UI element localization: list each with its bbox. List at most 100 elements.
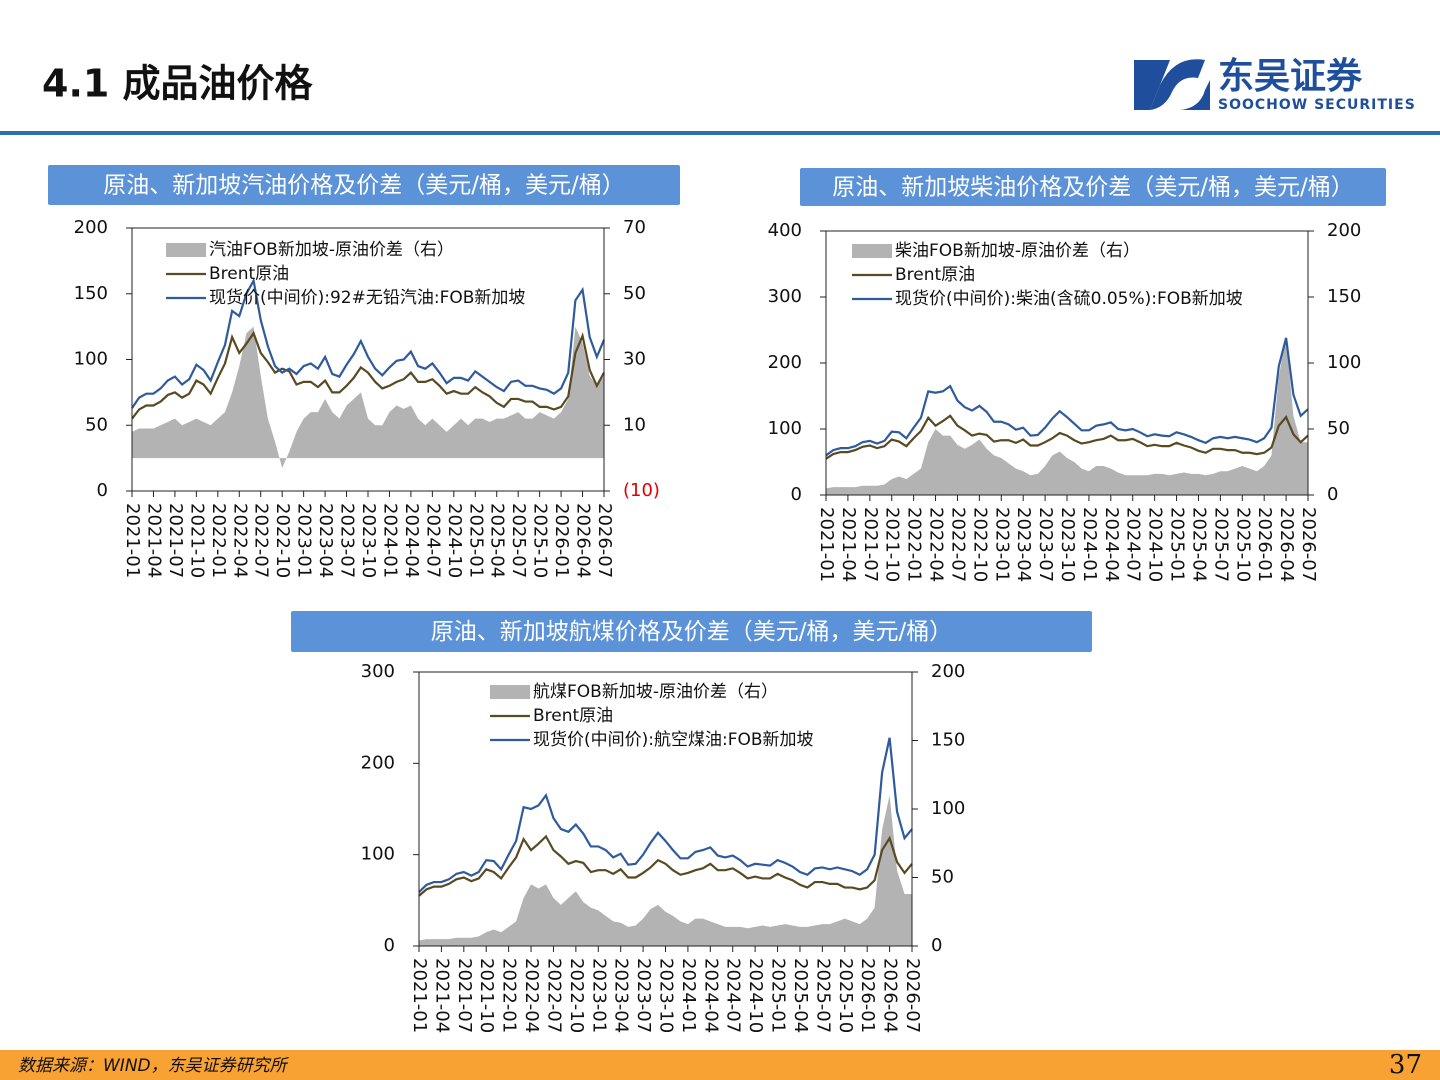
x-tick-label: 2022-10 (969, 507, 990, 582)
y2-tick-label: 150 (1327, 286, 1361, 307)
x-tick-label: 2023-07 (1035, 507, 1056, 582)
x-tick-label: 2021-07 (860, 507, 881, 582)
y2-tick-label: 30 (623, 349, 646, 370)
x-tick-label: 2024-10 (1145, 507, 1166, 582)
x-tick-label: 2025-10 (835, 958, 856, 1033)
chart-title: 原油、新加坡汽油价格及价差（美元/桶，美元/桶） (103, 173, 625, 199)
x-tick-label: 2023-07 (633, 958, 654, 1033)
legend-label: Brent原油 (533, 706, 613, 726)
y2-tick-label: (10) (623, 480, 660, 501)
x-tick-label: 2025-01 (465, 503, 486, 578)
legend-label: 汽油FOB新加坡-原油价差（右） (209, 240, 454, 260)
source-note: 数据来源：WIND，东吴证券研究所 (18, 1056, 290, 1076)
x-tick-label: 2023-01 (588, 958, 609, 1033)
spread-area (132, 326, 604, 468)
y-tick-label: 100 (768, 418, 802, 439)
x-tick-label: 2026-01 (857, 958, 878, 1033)
y-tick-label: 150 (74, 283, 108, 304)
header-rule (0, 131, 1440, 135)
y2-tick-label: 150 (931, 730, 965, 751)
x-tick-label: 2026-07 (1298, 507, 1319, 582)
y-tick-label: 200 (361, 752, 395, 773)
y2-tick-label: 0 (1327, 484, 1338, 505)
chart-title: 原油、新加坡柴油价格及价差（美元/桶，美元/桶） (832, 175, 1354, 201)
x-tick-label: 2023-07 (337, 503, 358, 578)
x-tick-label: 2021-01 (816, 507, 837, 582)
y-tick-label: 0 (384, 935, 395, 956)
x-tick-label: 2024-07 (422, 503, 443, 578)
x-tick-label: 2023-01 (294, 503, 315, 578)
page-title: 4.1 成品油价格 (42, 62, 314, 106)
x-tick-label: 2021-10 (476, 958, 497, 1033)
legend-label: 现货价(中间价):柴油(含硫0.05%):FOB新加坡 (895, 289, 1243, 309)
y-tick-label: 0 (97, 480, 108, 501)
y2-tick-label: 100 (1327, 352, 1361, 373)
legend-swatch (166, 243, 206, 257)
y2-tick-label: 50 (1327, 418, 1350, 439)
chart-title-box (291, 611, 1092, 652)
price-line (825, 337, 1309, 457)
x-tick-label: 2023-04 (1013, 507, 1034, 582)
y-tick-label: 100 (361, 844, 395, 865)
x-tick-label: 2023-10 (1057, 507, 1078, 582)
y2-tick-label: 100 (931, 798, 965, 819)
legend-swatch (852, 244, 892, 258)
logo-cn: 东吴证券 (1218, 56, 1363, 97)
y2-tick-label: 50 (623, 283, 646, 304)
y2-tick-label: 70 (623, 217, 646, 238)
x-tick-label: 2023-10 (656, 958, 677, 1033)
x-tick-label: 2023-04 (611, 958, 632, 1033)
x-tick-label: 2024-01 (379, 503, 400, 578)
legend-label: 现货价(中间价):92#无铅汽油:FOB新加坡 (209, 288, 525, 308)
x-tick-label: 2021-07 (454, 958, 475, 1033)
x-tick-label: 2026-04 (880, 958, 901, 1033)
chart-title: 原油、新加坡航煤价格及价差（美元/桶，美元/桶） (431, 619, 953, 645)
spread-area (826, 336, 1308, 495)
price-line (131, 277, 606, 409)
legend-label: 柴油FOB新加坡-原油价差（右） (895, 241, 1140, 261)
x-tick-label: 2022-10 (272, 503, 293, 578)
x-tick-label: 2026-01 (1254, 507, 1275, 582)
x-tick-label: 2025-07 (1210, 507, 1231, 582)
x-tick-label: 2025-07 (508, 503, 529, 578)
y2-tick-label: 0 (931, 935, 942, 956)
chart-title-box (800, 168, 1386, 206)
price-line (418, 737, 913, 893)
legend-label: Brent原油 (895, 265, 975, 285)
x-tick-label: 2023-10 (358, 503, 379, 578)
x-tick-label: 2021-07 (165, 503, 186, 578)
x-tick-label: 2026-04 (1276, 507, 1297, 582)
x-tick-label: 2022-07 (251, 503, 272, 578)
x-tick-label: 2024-07 (723, 958, 744, 1033)
x-tick-label: 2026-01 (551, 503, 572, 578)
x-tick-label: 2026-04 (573, 503, 594, 578)
x-tick-label: 2024-04 (700, 958, 721, 1033)
x-tick-label: 2025-04 (1188, 507, 1209, 582)
x-tick-label: 2021-01 (122, 503, 143, 578)
y2-tick-label: 50 (931, 867, 954, 888)
x-tick-label: 2022-07 (947, 507, 968, 582)
x-tick-label: 2024-01 (1079, 507, 1100, 582)
x-tick-label: 2024-10 (444, 503, 465, 578)
x-tick-label: 2025-07 (812, 958, 833, 1033)
x-tick-label: 2021-04 (143, 503, 164, 578)
y-tick-label: 0 (791, 484, 802, 505)
x-tick-label: 2022-07 (543, 958, 564, 1033)
x-tick-label: 2022-01 (499, 958, 520, 1033)
y-tick-label: 50 (85, 414, 108, 435)
price-line (131, 330, 605, 420)
spread-area (419, 795, 912, 946)
page-number: 37 (1389, 1050, 1422, 1080)
x-tick-label: 2021-01 (409, 958, 430, 1033)
logo (1134, 59, 1210, 110)
y-tick-label: 400 (768, 220, 802, 241)
x-tick-label: 2024-04 (401, 503, 422, 578)
x-tick-label: 2025-01 (768, 958, 789, 1033)
logo-en: SOOCHOW SECURITIES (1218, 97, 1416, 113)
price-line (825, 414, 1309, 460)
price-line (418, 834, 913, 897)
x-tick-label: 2024-01 (678, 958, 699, 1033)
x-tick-label: 2025-04 (487, 503, 508, 578)
y2-tick-label: 10 (623, 414, 646, 435)
